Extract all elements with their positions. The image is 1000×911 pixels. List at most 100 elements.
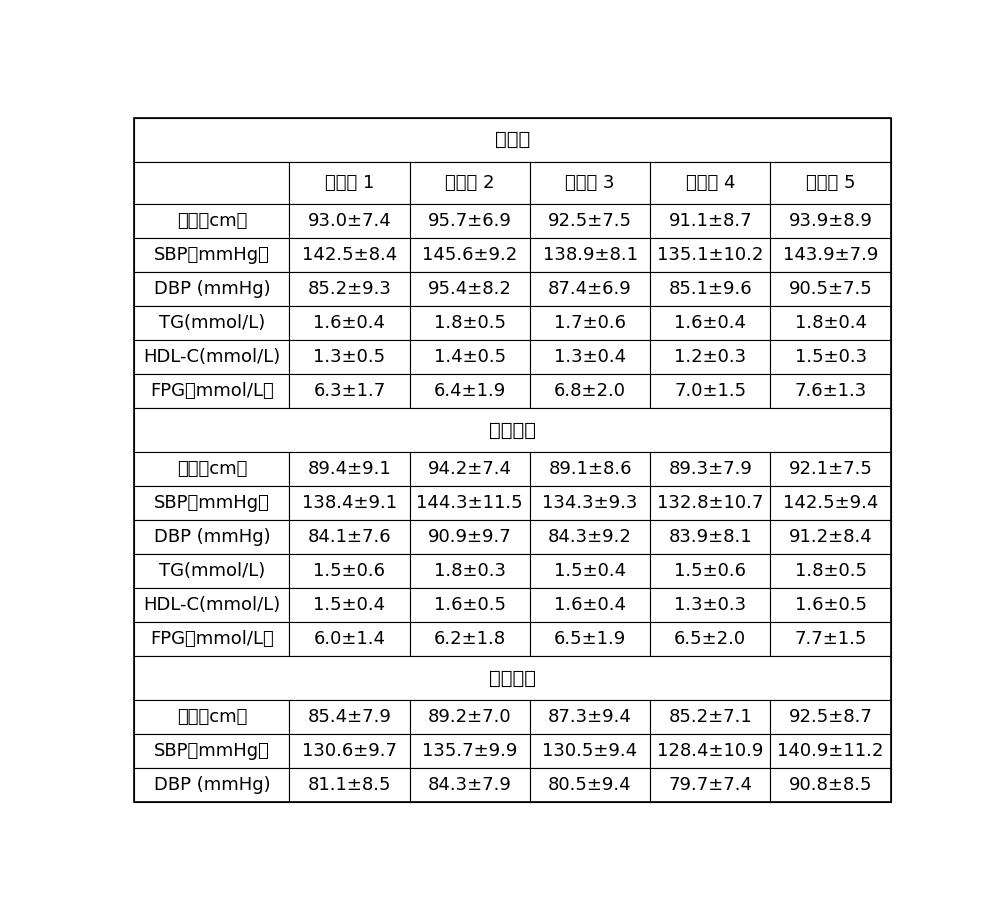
Text: 93.9±8.9: 93.9±8.9 [789,212,873,230]
Bar [530,589,650,622]
Bar [530,204,650,239]
Text: 134.3±9.3: 134.3±9.3 [542,495,638,512]
Bar [410,453,530,486]
Bar [530,622,650,656]
Text: 6.5±1.9: 6.5±1.9 [554,630,626,649]
Text: 142.5±9.4: 142.5±9.4 [783,495,878,512]
Bar [770,622,891,656]
Text: 79.7±7.4: 79.7±7.4 [668,776,752,794]
Bar [530,341,650,374]
Bar [289,204,410,239]
Bar [650,554,770,589]
Bar [410,701,530,734]
Bar [650,453,770,486]
Text: 93.0±7.4: 93.0±7.4 [308,212,391,230]
Text: 142.5±8.4: 142.5±8.4 [302,246,397,264]
Text: 84.3±9.2: 84.3±9.2 [548,528,632,547]
Bar [134,701,289,734]
Bar [134,204,289,239]
Bar [410,306,530,341]
Text: 1.3±0.4: 1.3±0.4 [554,348,626,366]
Bar [410,374,530,408]
Text: 85.2±9.3: 85.2±9.3 [308,281,391,298]
Bar [289,374,410,408]
Bar [134,453,289,486]
Text: 84.1±7.6: 84.1±7.6 [308,528,391,547]
Text: 89.4±9.1: 89.4±9.1 [308,460,391,478]
Bar [770,341,891,374]
Bar [770,272,891,306]
Text: 90.8±8.5: 90.8±8.5 [789,776,872,794]
Bar [289,162,410,204]
Bar [530,239,650,272]
Bar [650,272,770,306]
Text: 1.5±0.4: 1.5±0.4 [313,597,386,614]
Text: HDL-C(mmol/L): HDL-C(mmol/L) [143,348,280,366]
Text: 87.4±6.9: 87.4±6.9 [548,281,632,298]
Text: 94.2±7.4: 94.2±7.4 [428,460,512,478]
Bar [530,768,650,803]
Bar [134,656,891,701]
Bar [650,204,770,239]
Bar [289,701,410,734]
Bar [650,341,770,374]
Text: 130.5±9.4: 130.5±9.4 [542,742,638,761]
Text: 7.7±1.5: 7.7±1.5 [794,630,867,649]
Text: 145.6±9.2: 145.6±9.2 [422,246,517,264]
Text: DBP (mmHg): DBP (mmHg) [154,776,270,794]
Text: 138.9±8.1: 138.9±8.1 [543,246,638,264]
Bar [530,486,650,520]
Bar [134,554,289,589]
Text: 1.3±0.5: 1.3±0.5 [313,348,386,366]
Bar [289,341,410,374]
Text: DBP (mmHg): DBP (mmHg) [154,281,270,298]
Bar [650,374,770,408]
Bar [650,486,770,520]
Bar [134,622,289,656]
Bar [410,162,530,204]
Text: 90.9±9.7: 90.9±9.7 [428,528,512,547]
Bar [289,554,410,589]
Text: 1.6±0.5: 1.6±0.5 [434,597,506,614]
Bar [134,520,289,554]
Text: 1.8±0.5: 1.8±0.5 [434,314,506,333]
Text: DBP (mmHg): DBP (mmHg) [154,528,270,547]
Bar [410,341,530,374]
Text: 实验组 5: 实验组 5 [806,174,855,192]
Text: 143.9±7.9: 143.9±7.9 [783,246,878,264]
Bar [770,486,891,520]
Bar [530,272,650,306]
Text: FPG（mmol/L）: FPG（mmol/L） [150,383,274,400]
Bar [770,589,891,622]
Text: HDL-C(mmol/L): HDL-C(mmol/L) [143,597,280,614]
Bar [770,204,891,239]
Bar [650,589,770,622]
Text: 1.4±0.5: 1.4±0.5 [434,348,506,366]
Bar [289,768,410,803]
Text: 1.2±0.3: 1.2±0.3 [674,348,746,366]
Text: 91.2±8.4: 91.2±8.4 [789,528,872,547]
Text: 144.3±11.5: 144.3±11.5 [416,495,523,512]
Bar [134,408,891,453]
Bar [289,239,410,272]
Text: 6.8±2.0: 6.8±2.0 [554,383,626,400]
Text: FPG（mmol/L）: FPG（mmol/L） [150,630,274,649]
Text: 83.9±8.1: 83.9±8.1 [668,528,752,547]
Bar [650,622,770,656]
Text: 1.5±0.6: 1.5±0.6 [313,562,385,580]
Bar [134,734,289,768]
Text: 128.4±10.9: 128.4±10.9 [657,742,763,761]
Bar [134,272,289,306]
Bar [134,486,289,520]
Text: 第二个月: 第二个月 [489,669,536,688]
Bar [770,374,891,408]
Bar [650,162,770,204]
Text: 87.3±9.4: 87.3±9.4 [548,709,632,726]
Text: 第一个月: 第一个月 [489,421,536,440]
Bar [530,701,650,734]
Text: 92.5±7.5: 92.5±7.5 [548,212,632,230]
Bar [289,486,410,520]
Text: 1.8±0.5: 1.8±0.5 [795,562,867,580]
Bar [289,589,410,622]
Text: 6.4±1.9: 6.4±1.9 [434,383,506,400]
